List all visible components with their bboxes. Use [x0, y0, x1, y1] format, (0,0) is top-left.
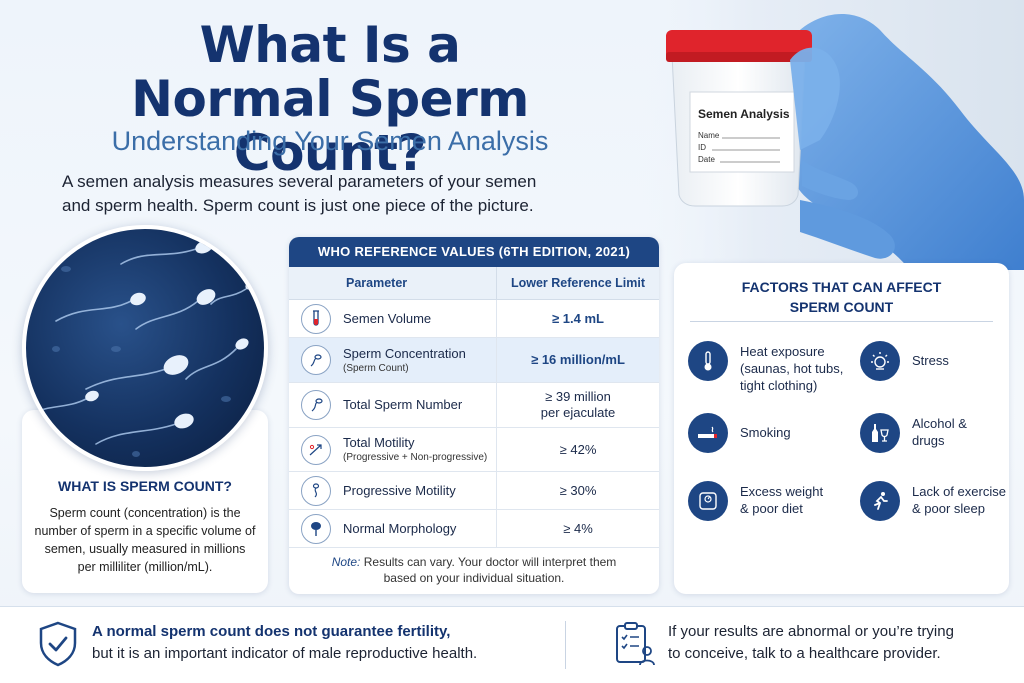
note-line-2: based on your individual situation. [383, 571, 565, 585]
hero-image: Semen Analysis Name ID Date [640, 0, 1024, 271]
table-header-row: Parameter Lower Reference Limit [289, 267, 659, 300]
intro-text: A semen analysis measures several parame… [62, 170, 602, 218]
title-line-2: Normal Sperm Count? [131, 70, 529, 182]
footer-left-rest: but it is an important indicator of male… [92, 645, 478, 662]
table-note: Note: Results can vary. Your doctor will… [289, 554, 659, 586]
row-label: Sperm Concentration [343, 345, 466, 361]
footer-left-bold: A normal sperm count does not guarantee … [92, 623, 451, 640]
stress-icon [860, 341, 900, 381]
cup-label-title: Semen Analysis [698, 107, 790, 121]
col-header-limit: Lower Reference Limit [510, 276, 646, 290]
factor-heat: Heat exposure (saunas, hot tubs, tight c… [688, 341, 843, 394]
factors-heading-line-1: FACTORS THAT CAN AFFECT [741, 279, 942, 295]
intro-line-1: A semen analysis measures several parame… [62, 172, 537, 191]
clipboard-doctor-icon [614, 621, 656, 672]
factor-text-line: Alcohol & [912, 416, 967, 431]
footer-right-text: If your results are abnormal or you’re t… [668, 621, 954, 665]
row-value: ≥ 1.4 mL [552, 310, 604, 326]
row-label: Semen Volume [343, 310, 432, 326]
what-is-heading: WHAT IS SPERM COUNT? [58, 478, 232, 494]
sperm-cells-illustration [30, 240, 257, 457]
cup-label-id: ID [698, 143, 706, 152]
progressive-icon [301, 475, 331, 506]
row-label: Total Motility [343, 435, 415, 450]
row-label: Total Sperm Number [343, 397, 463, 412]
shield-check-icon [38, 621, 78, 672]
thermometer-icon [688, 341, 728, 381]
who-reference-table: WHO REFERENCE VALUES (6TH EDITION, 2021)… [289, 237, 659, 594]
factor-text-line: Heat exposure [740, 344, 825, 359]
factors-heading-line-2: SPERM COUNT [789, 299, 894, 315]
factor-text-line: & poor diet [740, 501, 803, 516]
sperm-cells-icon [301, 345, 331, 375]
footer-left-text: A normal sperm count does not guarantee … [92, 621, 477, 665]
footer-banner: A normal sperm count does not guarantee … [0, 606, 1024, 683]
row-sublabel: (Sperm Count) [343, 362, 409, 374]
table-title: WHO REFERENCE VALUES (6TH EDITION, 2021) [289, 237, 659, 267]
factors-card: FACTORS THAT CAN AFFECT SPERM COUNT Heat… [674, 263, 1009, 594]
factor-exercise: Lack of exercise & poor sleep [860, 481, 1006, 521]
row-value: ≥ 16 million/mL [531, 352, 625, 367]
title-line-1: What Is a [199, 16, 461, 74]
sperm-microscope-image [22, 225, 268, 471]
table-row: Semen Volume ≥ 1.4 mL [289, 300, 659, 338]
cup-label-date: Date [698, 155, 715, 164]
row-label: Normal Morphology [343, 520, 457, 536]
row-value: ≥ 30% [559, 482, 597, 498]
factor-text-line: Smoking [740, 425, 791, 440]
table-row: Sperm Concentration (Sperm Count) ≥ 16 m… [289, 338, 659, 383]
table-row: Total Sperm Number ≥ 39 million per ejac… [289, 383, 659, 428]
test-tube-icon [301, 303, 331, 334]
row-sublabel: (Progressive + Non-progressive) [343, 452, 488, 463]
row-value: ≥ 39 million [545, 389, 611, 404]
col-header-parameter: Parameter [289, 267, 497, 299]
sperm-icon [301, 390, 331, 420]
factor-text-line: & poor sleep [912, 501, 985, 516]
footer-right-line-2: to conceive, talk to a healthcare provid… [668, 645, 941, 662]
motility-icon [301, 434, 331, 465]
table-row: Total Motility (Progressive + Non-progre… [289, 428, 659, 472]
morphology-icon [301, 513, 331, 544]
factor-text-line: (saunas, hot tubs, [740, 361, 844, 376]
factor-weight: Excess weight & poor diet [688, 481, 823, 521]
page-title: What Is a Normal Sperm Count? [30, 18, 630, 180]
row-value-line2: per ejaculate [540, 405, 616, 420]
intro-line-2: and sperm health. Sperm count is just on… [62, 196, 534, 215]
factor-stress: Stress [860, 341, 949, 381]
footer-right-line-1: If your results are abnormal or you’re t… [668, 623, 954, 640]
table-row: Normal Morphology ≥ 4% [289, 510, 659, 548]
running-icon [860, 481, 900, 521]
factor-text-line: Lack of exercise [912, 484, 1006, 499]
factor-text-line: drugs [912, 433, 945, 448]
factor-smoking: Smoking [688, 413, 791, 453]
note-line-1: Results can vary. Your doctor will inter… [360, 555, 617, 569]
scale-icon [688, 481, 728, 521]
note-prefix: Note: [331, 555, 361, 569]
divider [690, 321, 993, 322]
row-value: ≥ 42% [559, 441, 597, 457]
footer-divider [565, 621, 566, 669]
factors-heading: FACTORS THAT CAN AFFECT SPERM COUNT [674, 277, 1009, 317]
cigarette-icon [688, 413, 728, 453]
row-label: Progressive Motility [343, 482, 456, 498]
row-value: ≥ 4% [563, 520, 593, 536]
table-row: Progressive Motility ≥ 30% [289, 472, 659, 510]
factor-text-line: Excess weight [740, 484, 824, 499]
factor-text-line: tight clothing) [740, 378, 818, 393]
factor-text-line: Stress [912, 353, 949, 368]
cup-label-name: Name [698, 131, 720, 140]
gloved-hand-with-cup-illustration: Semen Analysis Name ID Date [640, 0, 1024, 271]
alcohol-icon [860, 413, 900, 453]
factor-alcohol: Alcohol & drugs [860, 413, 967, 453]
what-is-body: Sperm count (concentration) is the numbe… [34, 506, 256, 574]
page-subtitle: Understanding Your Semen Analysis [111, 126, 549, 156]
